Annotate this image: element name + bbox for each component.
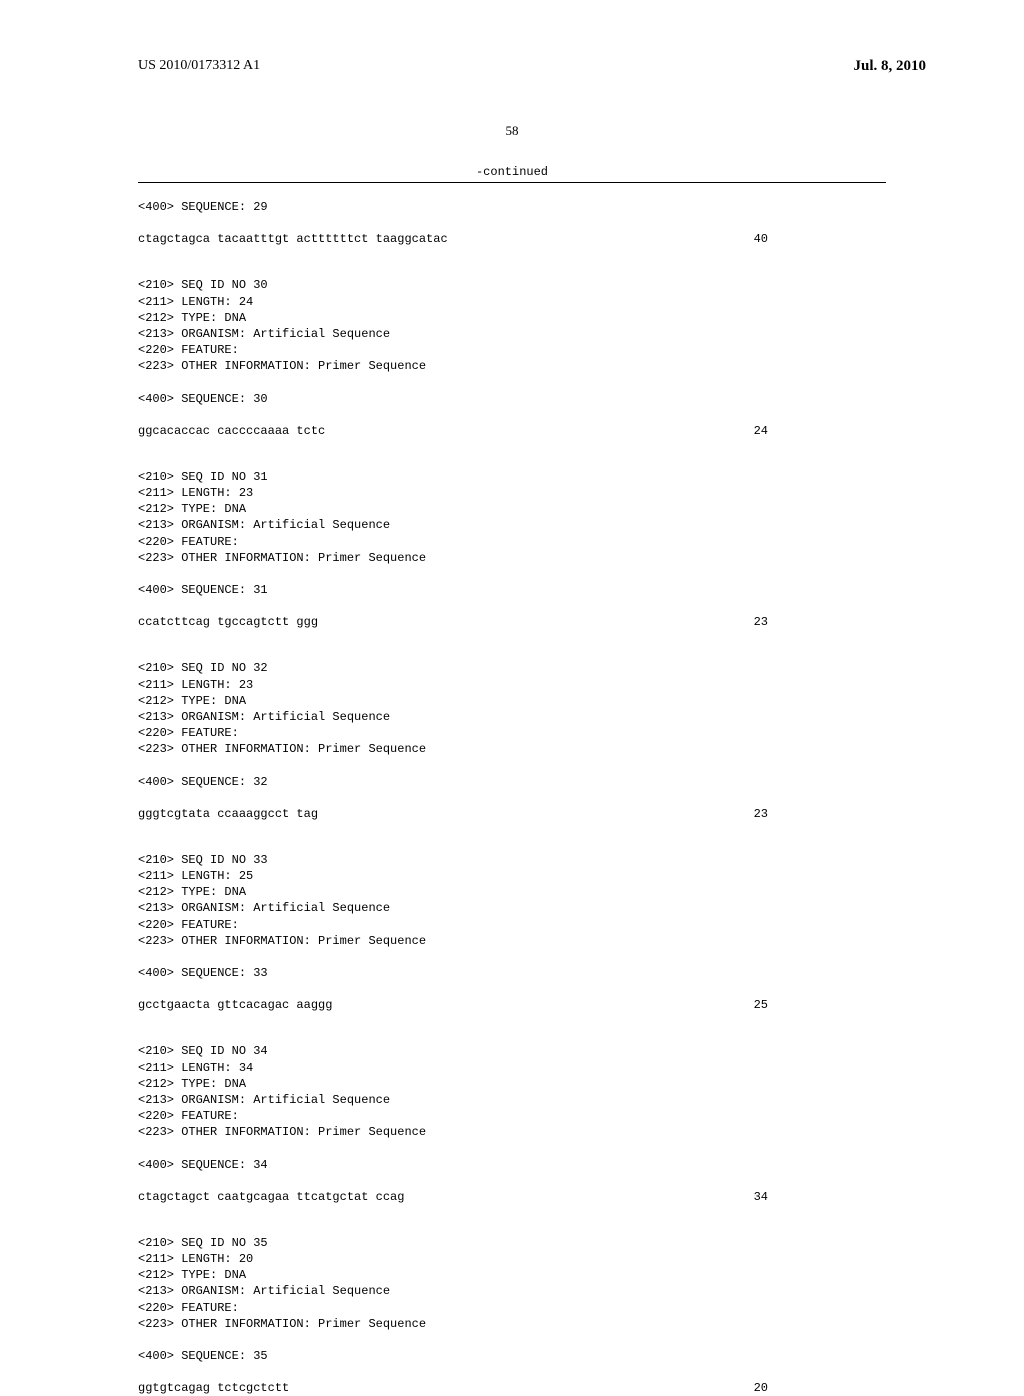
sequence-text: ctagctagct caatgcagaa ttcatgctat ccag: [138, 1189, 404, 1205]
sequence-meta: <212> TYPE: DNA: [138, 884, 886, 900]
sequence-text: gcctgaacta gttcacagac aaggg: [138, 997, 332, 1013]
sequence-meta: <223> OTHER INFORMATION: Primer Sequence: [138, 1124, 886, 1140]
sequence-meta: <210> SEQ ID NO 32: [138, 660, 886, 676]
sequence-meta: <213> ORGANISM: Artificial Sequence: [138, 326, 886, 342]
sequence-meta: <212> TYPE: DNA: [138, 1267, 886, 1283]
sequence-text: ggcacaccac caccccaaaa tctc: [138, 423, 325, 439]
sequence-header: <400> SEQUENCE: 34: [138, 1157, 886, 1173]
sequence-meta: <211> LENGTH: 20: [138, 1251, 886, 1267]
sequence-header: <400> SEQUENCE: 32: [138, 774, 886, 790]
sequence-meta: <212> TYPE: DNA: [138, 310, 886, 326]
sequence-count: 34: [754, 1189, 886, 1205]
page-header: US 2010/0173312 A1 Jul. 8, 2010: [0, 0, 1024, 75]
sequence-count: 24: [754, 423, 886, 439]
sequence-meta: <212> TYPE: DNA: [138, 693, 886, 709]
sequence-line: ggtgtcagag tctcgctctt 20: [138, 1380, 886, 1396]
publication-date: Jul. 8, 2010: [853, 58, 926, 75]
sequence-text: gggtcgtata ccaaaggcct tag: [138, 806, 318, 822]
sequence-meta: <220> FEATURE:: [138, 534, 886, 550]
sequence-meta: <220> FEATURE:: [138, 917, 886, 933]
sequence-line: gcctgaacta gttcacagac aaggg 25: [138, 997, 886, 1013]
sequence-meta: <220> FEATURE:: [138, 1300, 886, 1316]
sequence-header: <400> SEQUENCE: 30: [138, 391, 886, 407]
sequence-meta: <213> ORGANISM: Artificial Sequence: [138, 709, 886, 725]
sequence-count: 23: [754, 806, 886, 822]
publication-number: US 2010/0173312 A1: [138, 58, 260, 75]
sequence-meta: <213> ORGANISM: Artificial Sequence: [138, 517, 886, 533]
sequence-meta: <223> OTHER INFORMATION: Primer Sequence: [138, 358, 886, 374]
sequence-text: ggtgtcagag tctcgctctt: [138, 1380, 289, 1396]
continued-label: -continued: [0, 165, 1024, 179]
sequence-header: <400> SEQUENCE: 31: [138, 582, 886, 598]
sequence-count: 23: [754, 614, 886, 630]
sequence-meta: <223> OTHER INFORMATION: Primer Sequence: [138, 933, 886, 949]
sequence-meta: <213> ORGANISM: Artificial Sequence: [138, 1283, 886, 1299]
sequence-meta: <211> LENGTH: 34: [138, 1060, 886, 1076]
sequence-meta: <211> LENGTH: 25: [138, 868, 886, 884]
sequence-line: ctagctagct caatgcagaa ttcatgctat ccag 34: [138, 1189, 886, 1205]
sequence-line: ccatcttcag tgccagtctt ggg 23: [138, 614, 886, 630]
sequence-meta: <220> FEATURE:: [138, 342, 886, 358]
sequence-meta: <210> SEQ ID NO 30: [138, 277, 886, 293]
sequence-text: ccatcttcag tgccagtctt ggg: [138, 614, 318, 630]
sequence-count: 40: [754, 231, 886, 247]
sequence-header: <400> SEQUENCE: 29: [138, 199, 886, 215]
sequence-listing: <400> SEQUENCE: 29 ctagctagca tacaatttgt…: [0, 183, 1024, 1396]
sequence-line: ctagctagca tacaatttgt acttttttct taaggca…: [138, 231, 886, 247]
sequence-meta: <210> SEQ ID NO 35: [138, 1235, 886, 1251]
sequence-meta: <210> SEQ ID NO 31: [138, 469, 886, 485]
sequence-line: ggcacaccac caccccaaaa tctc 24: [138, 423, 886, 439]
sequence-text: ctagctagca tacaatttgt acttttttct taaggca…: [138, 231, 448, 247]
sequence-meta: <211> LENGTH: 24: [138, 294, 886, 310]
sequence-meta: <223> OTHER INFORMATION: Primer Sequence: [138, 550, 886, 566]
sequence-count: 25: [754, 997, 886, 1013]
sequence-meta: <212> TYPE: DNA: [138, 1076, 886, 1092]
sequence-header: <400> SEQUENCE: 35: [138, 1348, 886, 1364]
sequence-meta: <211> LENGTH: 23: [138, 485, 886, 501]
sequence-count: 20: [754, 1380, 886, 1396]
sequence-header: <400> SEQUENCE: 33: [138, 965, 886, 981]
page-number: 58: [0, 123, 1024, 139]
sequence-meta: <211> LENGTH: 23: [138, 677, 886, 693]
sequence-meta: <210> SEQ ID NO 33: [138, 852, 886, 868]
sequence-meta: <223> OTHER INFORMATION: Primer Sequence: [138, 1316, 886, 1332]
sequence-meta: <210> SEQ ID NO 34: [138, 1043, 886, 1059]
sequence-meta: <220> FEATURE:: [138, 1108, 886, 1124]
sequence-meta: <213> ORGANISM: Artificial Sequence: [138, 900, 886, 916]
sequence-meta: <220> FEATURE:: [138, 725, 886, 741]
sequence-meta: <212> TYPE: DNA: [138, 501, 886, 517]
sequence-line: gggtcgtata ccaaaggcct tag 23: [138, 806, 886, 822]
sequence-meta: <213> ORGANISM: Artificial Sequence: [138, 1092, 886, 1108]
sequence-meta: <223> OTHER INFORMATION: Primer Sequence: [138, 741, 886, 757]
